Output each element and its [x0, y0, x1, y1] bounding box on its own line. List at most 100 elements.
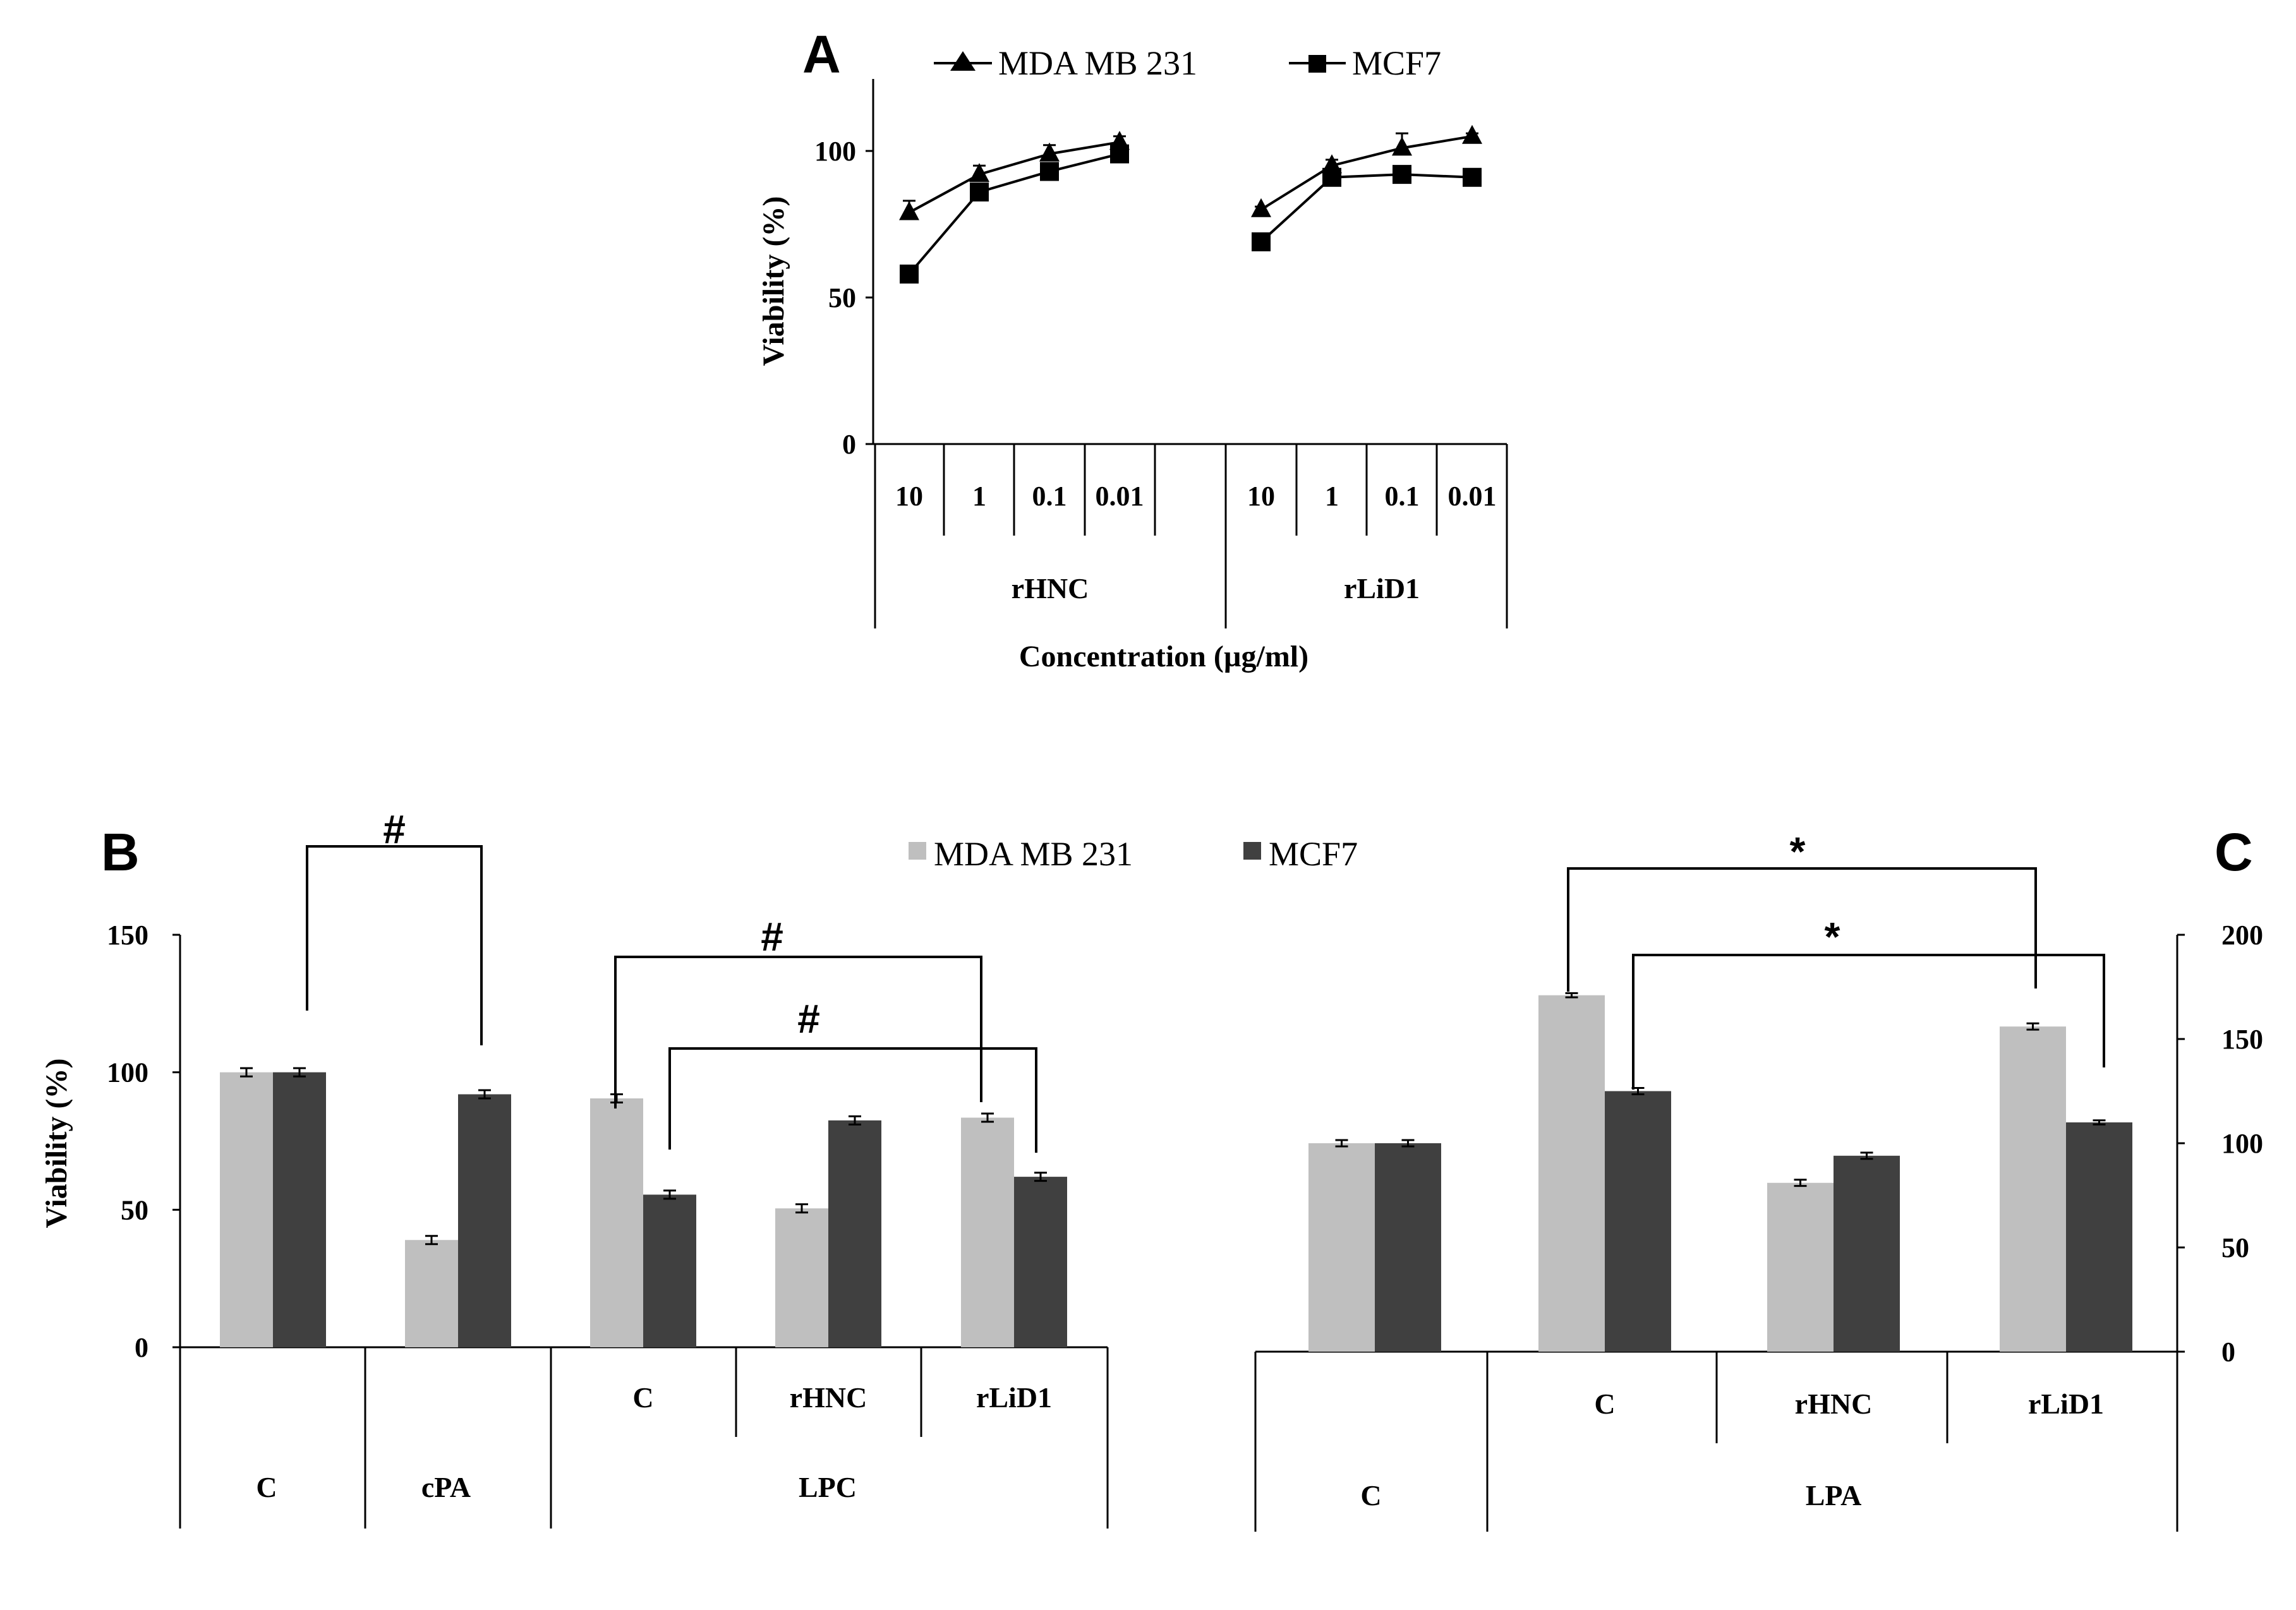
legend-a-mcf7-marker: [1308, 55, 1326, 73]
bracket-c-2: [1632, 954, 2105, 1090]
a-point-square: [1463, 167, 1482, 187]
a-point-triangle: [1039, 142, 1060, 162]
y-tick-label: 150: [107, 920, 148, 951]
panel-b-category-grid: [179, 1347, 1109, 1529]
a-point-square: [1322, 167, 1341, 187]
bracket-b-1: [306, 845, 483, 1045]
bar-mda: [590, 1098, 643, 1347]
legend-b-mda-label: MDA MB 231: [934, 835, 1133, 873]
bar-mda: [961, 1117, 1014, 1347]
panel-a-x-labels: 10 1 0.1 0.01 rHNC 10 1 0.1 0.01 rLiD1: [895, 481, 1497, 604]
a-y-tick-label: 100: [814, 136, 856, 167]
x-subcategory-label: rHNC: [1795, 1388, 1873, 1420]
a-x-concentration-label: 0.01: [1096, 481, 1144, 512]
panel-c-category-grid: [1254, 1352, 2178, 1532]
bar-mda: [220, 1072, 273, 1347]
bar-mcf7: [2066, 1122, 2132, 1352]
x-subcategory-label: rLiD1: [2028, 1388, 2104, 1420]
a-point-square: [1393, 165, 1411, 184]
x-subcategory-label: C: [1594, 1388, 1615, 1420]
bar-mcf7: [273, 1072, 326, 1347]
a-x-concentration-label: 10: [1247, 481, 1275, 512]
a-point-square: [970, 182, 989, 201]
y-tick-label: 150: [2221, 1024, 2263, 1055]
a-x-concentration-label: 0.1: [1032, 481, 1067, 512]
a-point-square: [1110, 144, 1129, 164]
legend-b-mcf7-label: MCF7: [1269, 835, 1358, 873]
a-x-group-label: rLiD1: [1344, 572, 1420, 604]
a-point-triangle: [969, 163, 989, 183]
panel-a-y-title: Viability (%): [757, 196, 790, 366]
y-tick-label: 100: [2221, 1128, 2263, 1159]
a-x-concentration-label: 0.1: [1385, 481, 1420, 512]
panel-b-brackets: # # #: [306, 807, 1037, 1153]
bar-mda: [405, 1240, 458, 1347]
legend-a-mda-label: MDA MB 231: [998, 44, 1197, 82]
x-subcategory-label: rLiD1: [976, 1381, 1052, 1414]
x-category-label: C: [1360, 1479, 1381, 1511]
bar-mcf7: [1375, 1143, 1441, 1352]
y-tick-label: 0: [135, 1332, 148, 1363]
panel-c-y-ticks: 0 50 100 150 200: [2177, 920, 2263, 1367]
a-series-line: [1260, 173, 1473, 243]
bar-mcf7: [1834, 1155, 1900, 1352]
panel-b-letter: B: [101, 822, 140, 882]
a-x-concentration-label: 1: [1325, 481, 1339, 512]
bracket-b-2: [614, 956, 982, 1108]
bar-mda: [2000, 1026, 2066, 1352]
y-tick-label: 50: [121, 1194, 148, 1225]
bar-mda: [775, 1208, 828, 1347]
panel-b-y-title: Viability (%): [40, 1059, 73, 1229]
a-x-group-label: rHNC: [1012, 572, 1089, 604]
bar-mda: [1767, 1182, 1834, 1352]
x-category-label: LPC: [799, 1471, 857, 1503]
a-x-concentration-label: 0.01: [1448, 481, 1497, 512]
a-x-concentration-label: 1: [972, 481, 986, 512]
panel-c-letter: C: [2214, 822, 2253, 882]
legend-a-mda-marker: [950, 51, 976, 71]
bracket-c-1: [1567, 867, 2037, 992]
panel-b: B MDA MB 231 MCF7 Viability (%) 0 50 100 15…: [40, 807, 1358, 1529]
x-category-label: cPA: [421, 1471, 471, 1503]
panel-b-y-ticks: 0 50 100 150: [107, 920, 180, 1363]
a-point-triangle: [899, 201, 919, 220]
y-tick-label: 0: [2221, 1337, 2235, 1367]
sig-c-1: *: [1790, 829, 1806, 874]
legend-b-mda-swatch: [909, 842, 926, 860]
a-y-tick-label: 50: [828, 282, 856, 313]
bar-mcf7: [1014, 1177, 1067, 1347]
a-point-square: [900, 264, 919, 284]
bar-mcf7: [458, 1094, 511, 1347]
a-series-line: [1260, 135, 1473, 211]
a-point-triangle: [1392, 136, 1412, 156]
y-tick-label: 50: [2221, 1232, 2249, 1263]
sig-b-1: #: [383, 807, 406, 852]
panel-a-letter: A: [802, 25, 841, 84]
panel-bc-legend: MDA MB 231 MCF7: [909, 835, 1358, 873]
a-x-concentration-label: 10: [895, 481, 923, 512]
sig-c-2: *: [1825, 914, 1840, 959]
x-category-label: LPA: [1806, 1479, 1862, 1511]
bar-mcf7: [1605, 1091, 1671, 1352]
a-series-line: [909, 141, 1120, 214]
panel-c-bars: [1308, 992, 2132, 1352]
a-point-triangle: [1251, 198, 1271, 217]
bar-mcf7: [643, 1194, 696, 1347]
a-series-line: [908, 152, 1120, 275]
bar-mda: [1538, 995, 1605, 1352]
panel-a-x-title: Concentration (µg/ml): [1019, 640, 1308, 673]
panel-a-y-ticks: 0 50 100: [814, 136, 873, 460]
x-category-label: C: [256, 1471, 277, 1503]
bar-mda: [1308, 1143, 1375, 1352]
y-tick-label: 200: [2221, 920, 2263, 951]
panel-a-legend: MDA MB 231 MCF7: [934, 44, 1441, 82]
panel-a: A MDA MB 231 MCF7 Viability (%) 0 50 100: [757, 25, 1508, 673]
legend-b-mcf7-swatch: [1243, 842, 1261, 860]
y-tick-label: 100: [107, 1057, 148, 1088]
bar-mcf7: [828, 1120, 881, 1347]
a-y-tick-label: 0: [842, 429, 856, 460]
sig-b-2: #: [761, 914, 783, 959]
